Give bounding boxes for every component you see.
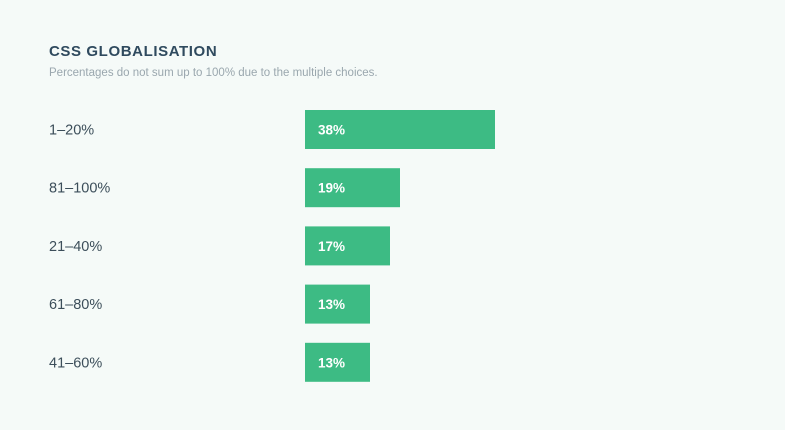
bar-value-label: 17% bbox=[318, 239, 345, 254]
category-label: 81–100% bbox=[49, 181, 110, 197]
category-label: 21–40% bbox=[49, 239, 102, 255]
bar[interactable] bbox=[305, 284, 370, 324]
bar[interactable] bbox=[305, 342, 370, 382]
category-label: 1–20% bbox=[49, 123, 94, 139]
category-label: 61–80% bbox=[49, 297, 102, 313]
chart-title: CSS GLOBALISATION bbox=[49, 43, 218, 60]
bar-value-label: 13% bbox=[318, 355, 345, 370]
bar-value-label: 13% bbox=[318, 297, 345, 312]
bar[interactable] bbox=[305, 226, 390, 266]
bar[interactable] bbox=[305, 168, 400, 208]
bar[interactable] bbox=[305, 110, 495, 149]
chart-subtitle: Percentages do not sum up to 100% due to… bbox=[49, 67, 378, 79]
category-label: 41–60% bbox=[49, 355, 102, 371]
bar-value-label: 19% bbox=[318, 181, 345, 196]
bar-value-label: 38% bbox=[318, 123, 345, 138]
